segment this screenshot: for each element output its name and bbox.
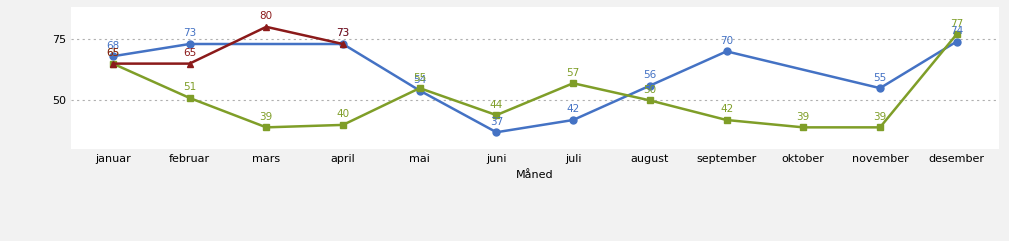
2017 [644,99,656,102]
Text: 55: 55 [874,73,887,83]
Text: 73: 73 [336,28,349,39]
Text: 40: 40 [336,109,349,119]
2017 [260,126,272,129]
2017 [797,126,809,129]
Text: 65: 65 [106,48,119,58]
Line: 2017: 2017 [109,31,961,131]
Text: 65: 65 [183,48,196,58]
Text: 57: 57 [566,68,580,78]
Text: 77: 77 [950,19,964,29]
2017 [874,126,886,129]
Text: 42: 42 [566,104,580,114]
Text: 37: 37 [489,117,503,127]
Text: 55: 55 [413,73,427,83]
2017 [567,82,579,85]
Text: 39: 39 [259,112,272,122]
2016 [414,89,426,92]
2016 [567,119,579,121]
2016 [490,131,502,134]
2016 [184,43,196,46]
Text: 54: 54 [413,75,427,85]
2018 [260,25,272,28]
Text: 39: 39 [797,112,810,122]
Text: 70: 70 [720,36,734,46]
Text: 80: 80 [259,11,272,21]
Line: 2016: 2016 [109,38,961,136]
2017 [337,123,349,126]
2016 [337,43,349,46]
Text: 68: 68 [106,41,119,51]
2018 [107,62,119,65]
2018 [184,62,196,65]
2018 [337,43,349,46]
Text: 51: 51 [183,82,196,92]
2016 [644,84,656,87]
2017 [107,62,119,65]
Text: 73: 73 [336,28,349,39]
Text: 42: 42 [720,104,734,114]
2017 [184,96,196,99]
Text: 65: 65 [106,48,119,58]
Text: 73: 73 [183,28,196,39]
Text: 74: 74 [950,26,964,36]
Text: 56: 56 [643,70,657,80]
Text: 39: 39 [874,112,887,122]
2016 [107,55,119,58]
2016 [950,40,963,43]
Text: 44: 44 [489,100,503,110]
2017 [950,33,963,36]
2016 [874,87,886,90]
Line: 2018: 2018 [109,23,346,67]
X-axis label: Måned: Måned [516,170,554,180]
2017 [490,114,502,117]
2017 [720,119,733,121]
Text: 50: 50 [644,85,657,95]
2017 [414,87,426,90]
2016 [720,50,733,53]
